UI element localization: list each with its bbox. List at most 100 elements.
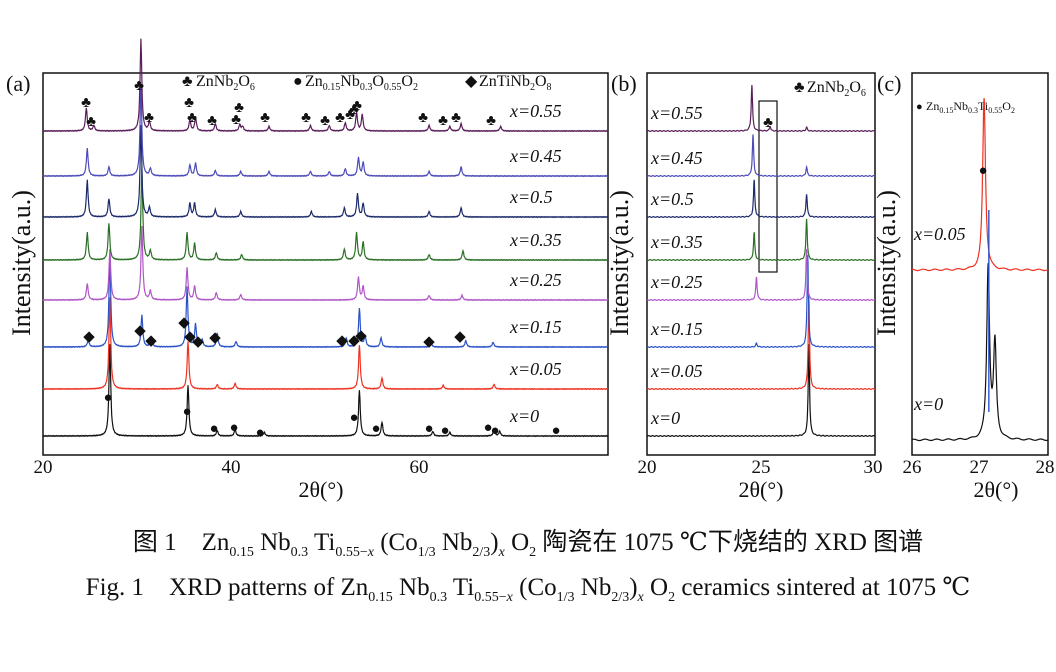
series-label-a: x=0.15: [509, 317, 562, 337]
marker-znnb2o6: ♣: [207, 113, 217, 129]
marker-zntinb2o8: ◆: [348, 333, 360, 349]
trace-b-x=0.25: [646, 249, 876, 302]
trace-b-x=0.05: [646, 297, 876, 391]
trace-a-x=0.45: [42, 83, 609, 178]
panel-c-xtick: 27: [970, 457, 989, 478]
caption-english: Fig. 1 XRD patterns of Zn0.15 Nb0.3 Ti0.…: [85, 574, 971, 605]
panel-a-xlabel: 2θ(°): [299, 477, 344, 502]
marker-zntinb2o8: ◆: [178, 315, 190, 331]
legend-label-phase-b: Zn0.15Nb0.3O0.55O2: [305, 73, 418, 93]
legend-marker-club: ♣: [182, 73, 193, 90]
series-label-b: x=0.05: [650, 361, 703, 381]
series-label-a: x=0.35: [509, 230, 562, 250]
trace-a-x=0.5: [42, 125, 608, 219]
marker-znnb2o6: ♣: [763, 115, 773, 131]
highlight-box: [758, 100, 778, 273]
legend-label-znnb2o6: ZnNb2O6: [196, 73, 255, 93]
marker-znnb2o6: ♣: [451, 110, 461, 126]
series-label-b: x=0.25: [650, 272, 703, 292]
series-label-b: x=0.15: [650, 319, 703, 339]
marker-znnb2o6: ♣: [335, 110, 345, 126]
marker-znnb2o6: ♣: [486, 113, 496, 129]
marker-znnbo-phase: ●: [978, 163, 987, 179]
caption-chinese: 图 1 Zn0.15 Nb0.3 Ti0.55−x (Co1/3 Nb2/3)x…: [132, 529, 924, 560]
marker-znnb2o6: ♣: [234, 100, 244, 116]
trace-b-x=0.5: [646, 179, 876, 219]
trace-c-x=0.05: [912, 97, 1049, 272]
marker-znnb2o6: ♣: [187, 110, 197, 126]
marker-znnb2o6: ♣: [349, 102, 359, 118]
trace-c-x=0: [912, 263, 1049, 442]
marker-zntinb2o8: ◆: [192, 334, 204, 350]
series-label-b: x=0.45: [650, 148, 703, 168]
marker-znnbo-phase: ●: [483, 420, 492, 436]
panel-a-xtick: 40: [222, 457, 241, 478]
marker-znnb2o6: ♣: [418, 110, 428, 126]
panel-c-ylabel: Intensity(a.u.): [872, 190, 901, 336]
panel-c-frame: [911, 72, 1049, 456]
trace-a-x=0.25: [42, 225, 609, 302]
panel-a-label: (a): [6, 71, 30, 96]
series-label-a: x=0.55: [509, 101, 562, 121]
legend-label-phase: Zn0.15Nb0.3Ti0.55O2: [926, 99, 1015, 115]
marker-znnb2o6: ♣: [231, 112, 241, 128]
series-label-b: x=0.55: [650, 103, 703, 123]
marker-zntinb2o8: ◆: [355, 328, 367, 344]
marker-znnbo-phase: ●: [229, 420, 238, 436]
trace-a-x=0.55: [42, 38, 609, 133]
marker-zntinb2o8: ◆: [83, 329, 95, 345]
series-label-a: x=0: [509, 406, 539, 426]
series-label-c: x=0.05: [913, 224, 966, 244]
legend-marker-dot: ●: [293, 73, 303, 90]
marker-znnbo-phase: ●: [424, 421, 433, 437]
panel-b-frame: [646, 72, 876, 456]
trace-a-x=0.05: [42, 297, 609, 391]
panel-a-ylabel: Intensity(a.u.): [7, 190, 36, 336]
marker-zntinb2o8: ◆: [454, 329, 466, 345]
marker-znnb2o6: ♣: [320, 113, 330, 129]
marker-znnbo-phase: ●: [490, 423, 499, 439]
series-label-c: x=0: [913, 394, 943, 414]
trace-a-x=0.15: [42, 255, 609, 349]
marker-znnb2o6: ♣: [86, 114, 96, 130]
trace-b-x=0.45: [647, 134, 876, 178]
panel-b-xlabel: 2θ(°): [739, 477, 784, 502]
marker-znnb2o6: ♣: [144, 110, 154, 126]
panel-b-ylabel: Intensity(a.u.): [605, 190, 634, 336]
panel-a-legend: ♣ ZnNb2O6 ● Zn0.15Nb0.3O0.55O2 ◆ ZnTiNb2…: [182, 73, 552, 93]
marker-zntinb2o8: ◆: [423, 334, 435, 350]
legend-marker-diamond: ◆: [465, 73, 478, 90]
series-label-a: x=0.05: [509, 359, 562, 379]
marker-zntinb2o8: ◆: [145, 333, 157, 349]
marker-zntinb2o8: ◆: [336, 333, 348, 349]
series-label-b: x=0.35: [650, 232, 703, 252]
panel-b-xtick: 25: [752, 457, 771, 478]
trace-b-x=0.55: [646, 84, 875, 133]
panel-b-label: (b): [611, 71, 637, 96]
panel-b-xtick: 20: [638, 457, 657, 478]
panel-c-xtick: 28: [1036, 457, 1055, 478]
panel-b-xtick: 30: [864, 457, 883, 478]
marker-zntinb2o8: ◆: [184, 329, 196, 345]
marker-znnbo-phase: ●: [371, 421, 380, 437]
panel-b-legend: ♣ ZnNb2O6: [794, 79, 866, 99]
series-label-b: x=0.5: [650, 189, 694, 209]
panel-a-xtick: 20: [34, 457, 53, 478]
legend-label-zntinb2o8: ZnTiNb2O8: [479, 73, 552, 93]
marker-znnb2o6: ♣: [345, 107, 355, 123]
trace-a-x=0: [42, 344, 609, 438]
marker-znnbo-phase: ●: [440, 423, 449, 439]
panel-a-xtick: 60: [410, 457, 429, 478]
trace-b-x=0.15: [646, 255, 876, 349]
panel-a-frame: [42, 72, 609, 456]
marker-zntinb2o8: ◆: [209, 330, 221, 346]
trace-b-x=0: [646, 344, 876, 438]
marker-znnb2o6: ♣: [260, 110, 270, 126]
marker-znnb2o6: ♣: [352, 98, 362, 114]
legend-marker-club: ♣: [794, 79, 805, 96]
marker-znnbo-phase: ●: [182, 404, 191, 420]
panel-c-legend: ● Zn0.15Nb0.3Ti0.55O2: [916, 99, 1015, 115]
legend-marker-dot: ●: [916, 101, 923, 113]
marker-zntinb2o8: ◆: [134, 323, 146, 339]
series-label-a: x=0.25: [509, 270, 562, 290]
